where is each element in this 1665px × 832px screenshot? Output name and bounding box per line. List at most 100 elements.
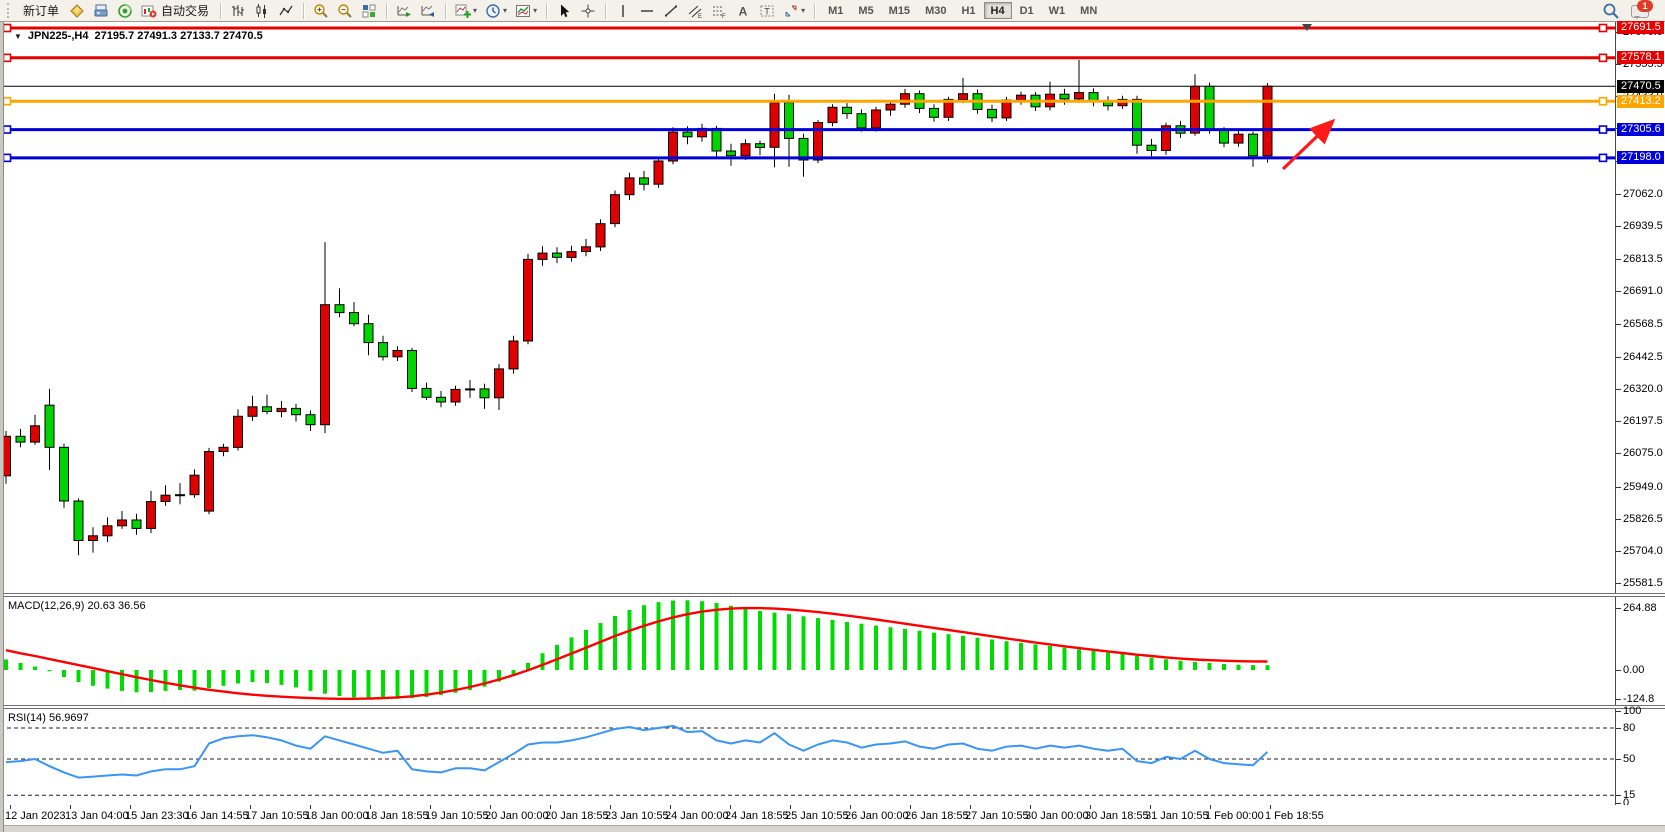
crosshair-tool-icon[interactable]	[577, 1, 599, 20]
shift-marker-icon[interactable]	[1302, 24, 1312, 31]
timeframe-button-m1[interactable]: M1	[828, 5, 844, 17]
arrow-annotation[interactable]	[1281, 118, 1336, 171]
auto-trading-button[interactable]: 自动交易	[138, 1, 214, 20]
time-tick-mark	[790, 805, 791, 809]
add-indicator-button[interactable]: ▾	[452, 1, 480, 20]
timeframe-button-m15[interactable]: M15	[888, 5, 911, 17]
search-icon[interactable]	[1599, 1, 1623, 20]
toolbar-grip[interactable]	[7, 3, 13, 18]
pane-splitter[interactable]	[0, 705, 1665, 709]
text-label-tool-icon[interactable]: T	[756, 1, 778, 20]
zoom-in-icon[interactable]	[310, 1, 332, 20]
rsi-plot[interactable]	[0, 709, 1615, 805]
line-handle[interactable]	[1598, 153, 1608, 163]
time-tick-mark	[730, 805, 731, 809]
candle-body	[189, 474, 200, 496]
time-label: 20 Jan 00:00	[485, 810, 549, 822]
line-handle[interactable]	[1598, 53, 1608, 63]
candle-body	[595, 223, 606, 248]
fibonacci-tool-icon[interactable]: F	[708, 1, 730, 20]
candle-body	[30, 425, 40, 443]
arrows-tool-button[interactable]: ▾	[780, 1, 808, 20]
channel-tool-icon[interactable]: E	[684, 1, 706, 20]
time-label: 15 Jan 23:30	[125, 810, 189, 822]
macd-axis[interactable]: 264.88 0.00 -124.8	[1615, 597, 1665, 705]
price-tick-mark	[1616, 487, 1621, 488]
rsi-line	[5, 724, 1269, 779]
line-handle[interactable]	[2, 96, 12, 106]
macd-plot[interactable]	[0, 597, 1615, 705]
chevron-down-icon: ▾	[503, 5, 508, 15]
price-tick-mark	[1616, 453, 1621, 454]
price-tick-mark	[1616, 194, 1621, 195]
candle-body	[871, 109, 881, 129]
timeframe-button-w1[interactable]: W1	[1048, 5, 1066, 17]
candle-body	[160, 494, 171, 503]
candle-body	[146, 501, 156, 529]
candle-body	[44, 404, 55, 448]
time-tick-mark	[1030, 805, 1031, 809]
candle-body	[624, 177, 635, 196]
pane-splitter[interactable]	[0, 593, 1665, 597]
chart-dropdown-icon[interactable]: ▼	[14, 31, 22, 41]
macd-tick-label: -124.8	[1623, 693, 1655, 705]
cursor-tool-icon[interactable]	[553, 1, 575, 20]
timeframe-button-m5[interactable]: M5	[858, 5, 874, 17]
horizontal-line-tool-icon[interactable]	[636, 1, 658, 20]
macd-tick-label: 0.00	[1623, 664, 1645, 676]
vertical-line-tool-icon[interactable]	[612, 1, 634, 20]
price-tick-mark	[1616, 421, 1621, 422]
timeframe-button-mn[interactable]: MN	[1080, 5, 1098, 17]
price-tick-label: 26320.0	[1623, 383, 1663, 395]
line-handle[interactable]	[2, 53, 12, 63]
candle-body	[204, 451, 214, 512]
bid-price-badge: 27470.5	[1617, 80, 1664, 93]
line-handle[interactable]	[2, 153, 12, 163]
timeframe-button-d1[interactable]: D1	[1019, 5, 1034, 17]
chart-title[interactable]: ▼ JPN225-,H4 27195.7 27491.3 27133.7 274…	[14, 30, 263, 42]
time-tick-mark	[670, 805, 671, 809]
toolbar-separator	[814, 2, 816, 19]
chart-shift-icon[interactable]	[417, 1, 439, 20]
period-clock-button[interactable]: ▾	[482, 1, 510, 20]
main-chart-plot[interactable]	[0, 22, 1615, 593]
signal-icon[interactable]	[114, 1, 136, 20]
notifications-icon[interactable]: 1	[1631, 0, 1653, 20]
macd-tick-mark	[1616, 670, 1621, 671]
line-handle[interactable]	[2, 23, 12, 33]
line-handle[interactable]	[1598, 23, 1608, 33]
level-price-badge: 27305.6	[1617, 123, 1664, 136]
rsi-axis[interactable]: 100 80 50 15 0	[1615, 705, 1665, 809]
toolbar-separator	[303, 2, 305, 19]
trendline-tool-icon[interactable]	[660, 1, 682, 20]
line-handle[interactable]	[2, 125, 12, 134]
time-axis[interactable]: 12 Jan 2023 13 Jan 04:00 15 Jan 23:30 16 Ja…	[0, 805, 1665, 825]
candlestick-mode-icon[interactable]	[251, 1, 273, 20]
candle-body	[117, 519, 127, 527]
timeframe-button-m30[interactable]: M30	[925, 5, 947, 17]
gold-gem-icon[interactable]	[66, 1, 88, 20]
template-button[interactable]: ▾	[512, 1, 540, 20]
toolbar-separator	[605, 2, 607, 19]
auto-scroll-icon[interactable]	[393, 1, 415, 20]
price-tick-label: 25704.0	[1623, 545, 1663, 557]
rsi-tick-mark	[1616, 728, 1621, 729]
time-label: 1 Feb 18:55	[1265, 810, 1324, 822]
timeframe-button-h1[interactable]: H1	[961, 5, 976, 17]
line-handle[interactable]	[1598, 125, 1608, 134]
text-tool-icon[interactable]: A	[732, 1, 754, 20]
tile-windows-icon[interactable]	[358, 1, 380, 20]
timeframe-button-h4[interactable]: H4	[983, 2, 1012, 19]
price-tick-mark	[1616, 259, 1621, 260]
candle-body	[291, 407, 301, 416]
line-chart-mode-icon[interactable]	[275, 1, 297, 20]
market-window-icon[interactable]	[90, 1, 112, 20]
line-handle[interactable]	[1598, 96, 1608, 106]
zoom-out-icon[interactable]	[334, 1, 356, 20]
bar-chart-mode-icon[interactable]	[227, 1, 249, 20]
candle-body	[610, 194, 620, 225]
candle-body	[842, 106, 852, 115]
new-order-button[interactable]: 新订单	[18, 1, 64, 20]
price-axis[interactable]: 27676.027555.527433.027310.527184.527062…	[1615, 21, 1665, 593]
time-tick-mark	[370, 805, 371, 809]
